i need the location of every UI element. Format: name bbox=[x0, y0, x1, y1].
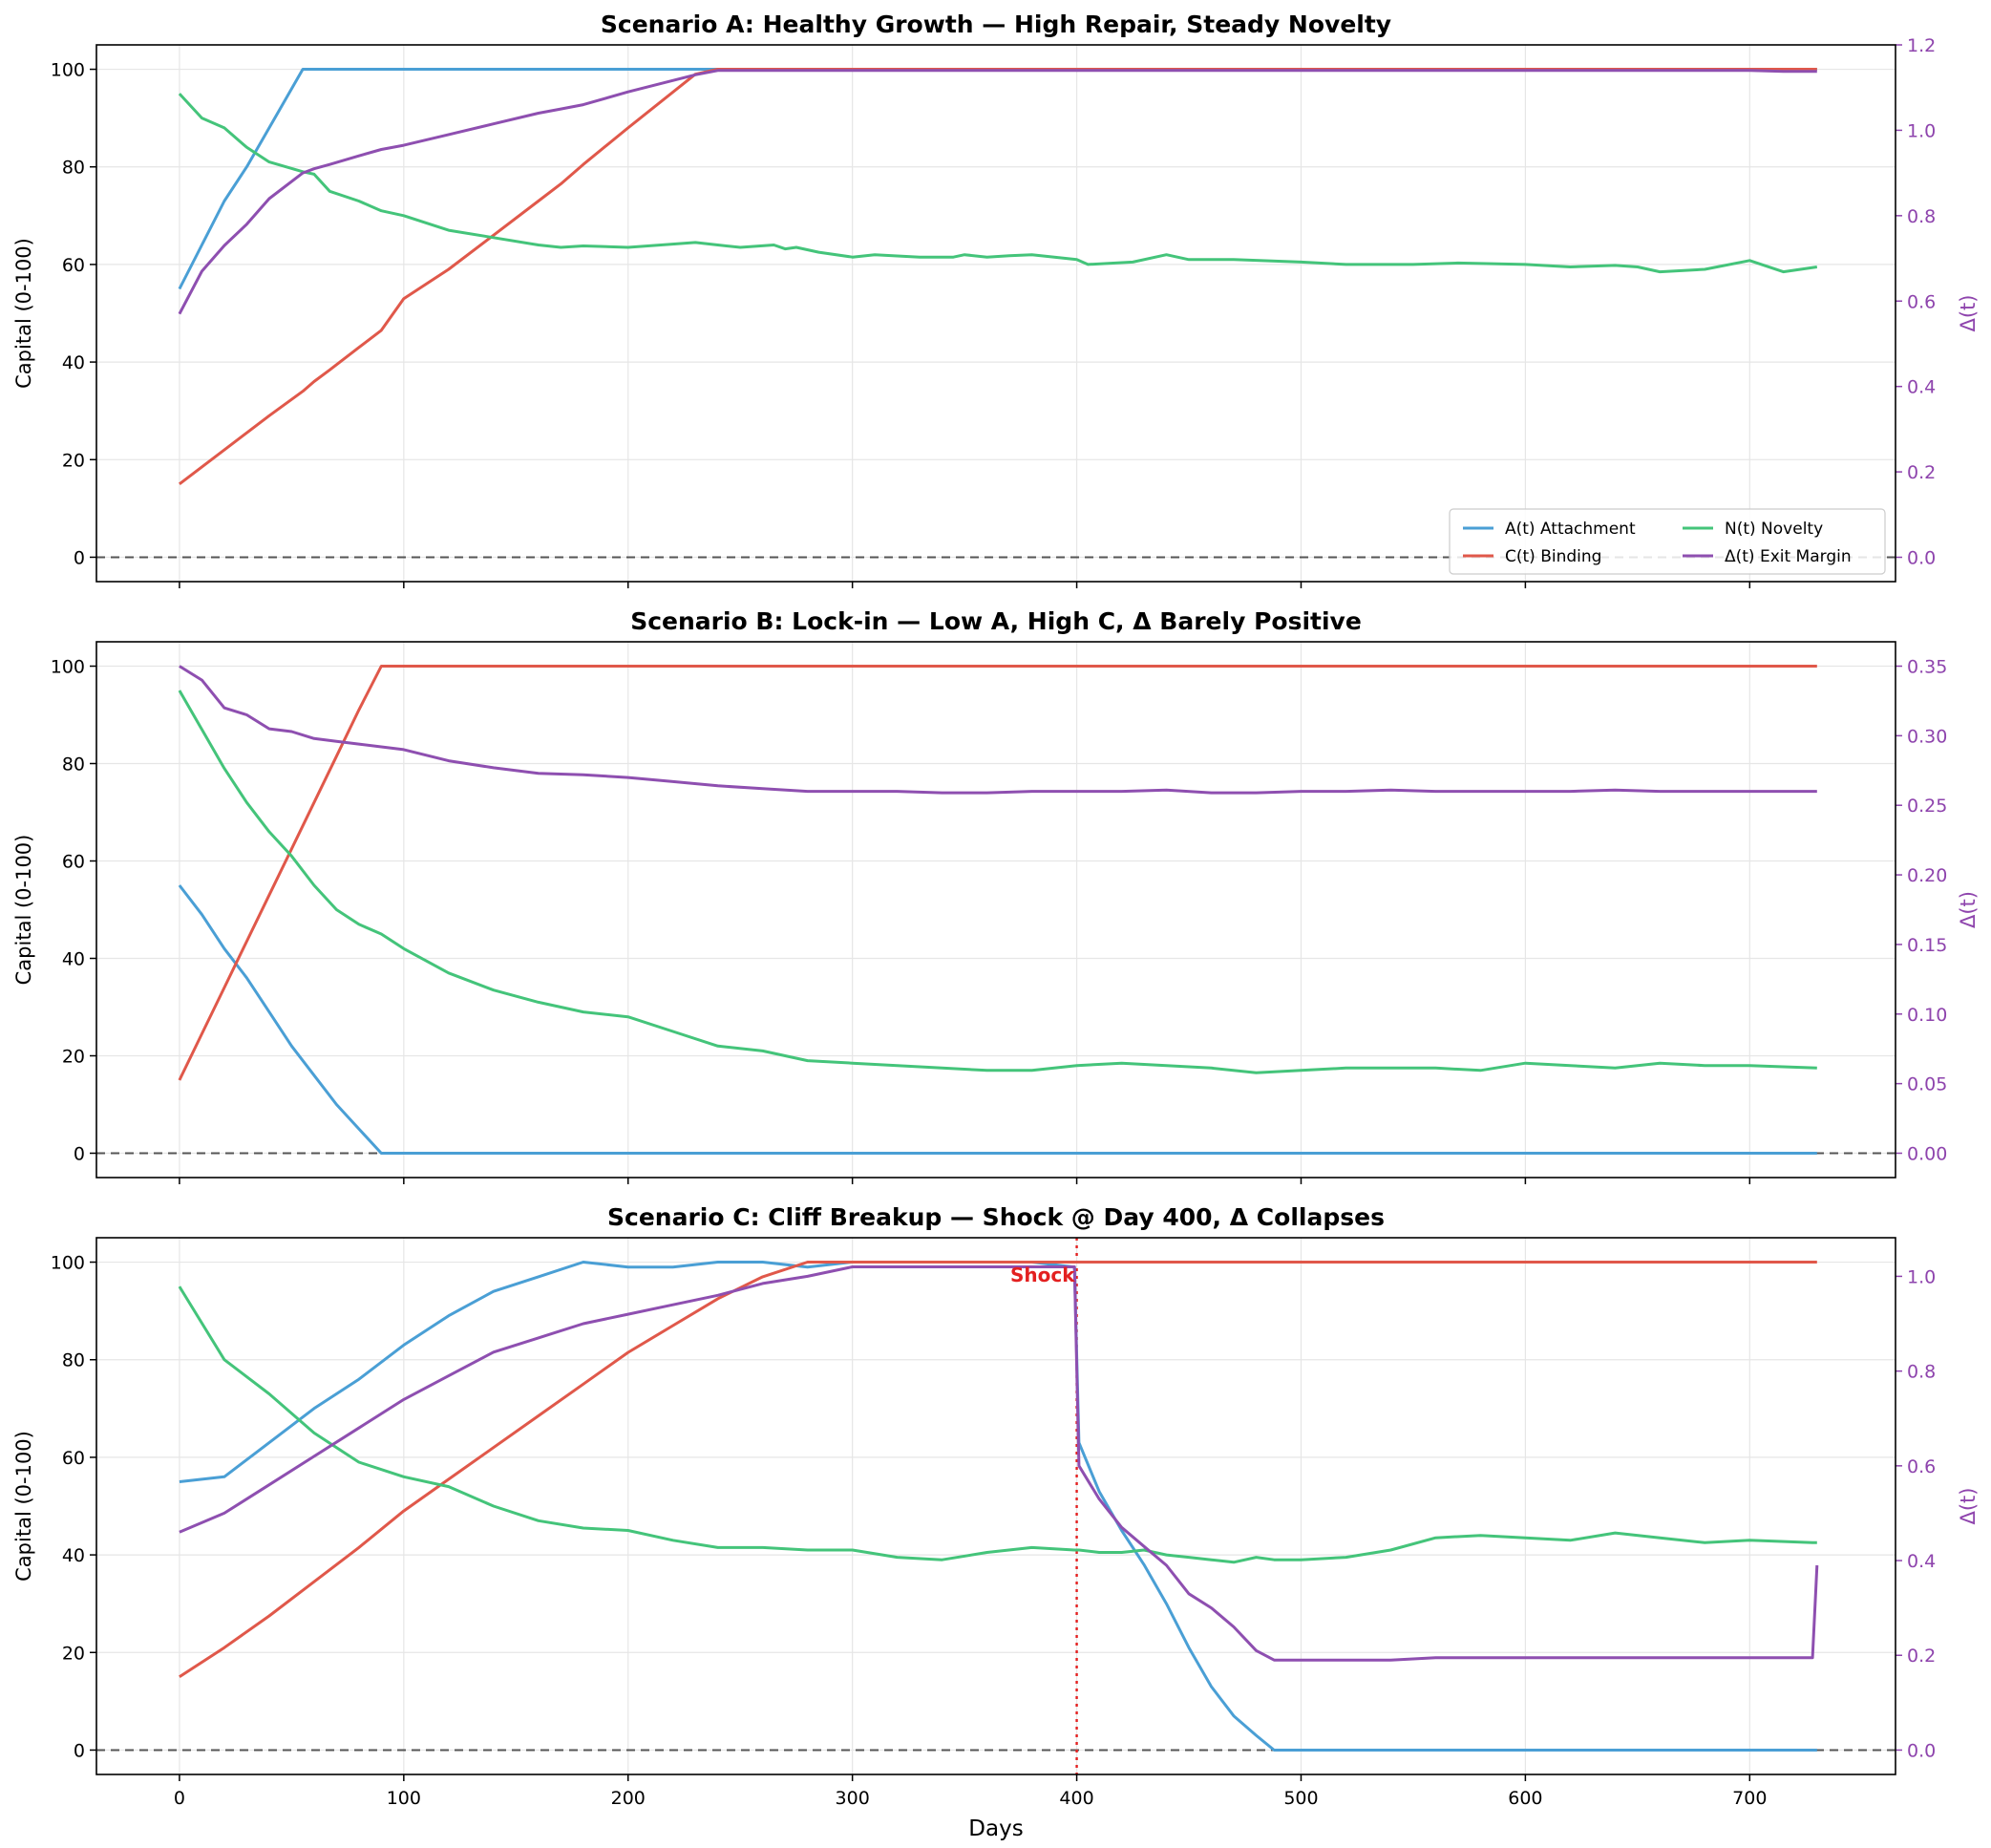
series-c-binding bbox=[178, 68, 1817, 485]
x-tick-label: 100 bbox=[387, 1788, 421, 1809]
right-y-tick-label: 0.6 bbox=[1907, 291, 1936, 312]
grid bbox=[96, 642, 1896, 1178]
y-tick-label: 20 bbox=[62, 450, 85, 471]
grid bbox=[96, 1238, 1896, 1774]
legend-box bbox=[1449, 508, 1886, 575]
series-n-novelty bbox=[178, 93, 1818, 274]
right-y-tick-label: 0.8 bbox=[1907, 206, 1936, 227]
right-y-tick-label: 1.2 bbox=[1907, 35, 1936, 56]
y-tick-label: 20 bbox=[62, 1047, 85, 1068]
left-axis-ticks: 0 20 40 60 80 100 bbox=[51, 657, 96, 1165]
legend: A(t) Attachment C(t) Binding N(t) Novelt… bbox=[1449, 508, 1886, 575]
y-tick-label: 60 bbox=[62, 852, 85, 873]
legend-label-d: Δ(t) Exit Margin bbox=[1725, 547, 1852, 566]
y-tick-label: 100 bbox=[51, 657, 85, 678]
panel-scenario-b: Scenario B: Lock-in — Low A, High C, Δ B… bbox=[12, 607, 1980, 1184]
x-tick-label: 600 bbox=[1508, 1788, 1542, 1809]
left-axis-ticks: 0 20 40 60 80 100 bbox=[51, 1253, 96, 1761]
right-axis-ticks: 0.0 0.2 0.4 0.6 0.8 1.0 bbox=[1896, 1266, 1936, 1761]
right-y-tick-label: 0.10 bbox=[1907, 1005, 1947, 1026]
y-tick-label: 0 bbox=[74, 1144, 85, 1165]
right-y-tick-label: 0.2 bbox=[1907, 462, 1936, 483]
axes-frame bbox=[95, 44, 1896, 583]
legend-label-c: C(t) Binding bbox=[1505, 547, 1601, 566]
right-y-tick-label: 0.05 bbox=[1907, 1074, 1947, 1095]
right-y-tick-label: 1.0 bbox=[1907, 1266, 1936, 1287]
y-tick-label: 80 bbox=[62, 158, 85, 179]
x-tick-label: 200 bbox=[611, 1788, 646, 1809]
right-y-tick-label: 0.20 bbox=[1907, 865, 1947, 886]
right-y-tick-label: 0.00 bbox=[1907, 1144, 1947, 1165]
right-y-axis-label: Δ(t) bbox=[1957, 1488, 1980, 1525]
panel-title: Scenario A: Healthy Growth — High Repair… bbox=[601, 11, 1391, 38]
right-axis-ticks: 0.0 0.2 0.4 0.6 0.8 1.0 1.2 bbox=[1896, 35, 1936, 569]
right-y-tick-label: 0.35 bbox=[1907, 657, 1947, 678]
y-tick-label: 40 bbox=[62, 1545, 85, 1566]
x-tick-label: 500 bbox=[1283, 1788, 1318, 1809]
series-delta-exit-margin bbox=[179, 665, 1817, 795]
x-tick-label: 300 bbox=[836, 1788, 870, 1809]
right-y-tick-label: 0.25 bbox=[1907, 796, 1947, 817]
legend-label-a: A(t) Attachment bbox=[1505, 520, 1636, 539]
x-tick-label: 0 bbox=[174, 1788, 185, 1809]
y-tick-label: 100 bbox=[51, 1253, 85, 1274]
grid bbox=[96, 45, 1896, 582]
right-y-tick-label: 0.6 bbox=[1907, 1456, 1936, 1477]
panel-scenario-a: Scenario A: Healthy Growth — High Repair… bbox=[12, 11, 1980, 588]
right-y-tick-label: 0.4 bbox=[1907, 377, 1936, 398]
legend-label-n: N(t) Novelty bbox=[1725, 520, 1823, 539]
y-tick-label: 40 bbox=[62, 949, 85, 970]
y-tick-label: 60 bbox=[62, 1448, 85, 1469]
y-tick-label: 0 bbox=[74, 1740, 85, 1761]
series-group bbox=[178, 665, 1817, 1155]
panel-title: Scenario C: Cliff Breakup — Shock @ Day … bbox=[607, 1203, 1385, 1231]
y-tick-label: 100 bbox=[51, 60, 85, 81]
right-y-axis-label: Δ(t) bbox=[1957, 295, 1980, 332]
right-y-tick-label: 0.8 bbox=[1907, 1362, 1936, 1383]
right-y-axis-label: Δ(t) bbox=[1957, 891, 1980, 928]
series-n-novelty bbox=[178, 1285, 1817, 1564]
right-y-tick-label: 0.15 bbox=[1907, 935, 1947, 956]
x-axis-ticks: 0 100 200 300 400 500 600 700 bbox=[174, 1774, 1767, 1809]
right-y-tick-label: 0.2 bbox=[1907, 1646, 1936, 1667]
y-tick-label: 80 bbox=[62, 754, 85, 775]
y-axis-label: Capital (0-100) bbox=[12, 238, 35, 389]
series-group bbox=[178, 68, 1818, 485]
series-a-attachment bbox=[179, 1261, 1817, 1752]
x-tick-label: 700 bbox=[1732, 1788, 1767, 1809]
series-delta-exit-margin bbox=[179, 1265, 1819, 1662]
x-tick-label: 400 bbox=[1059, 1788, 1093, 1809]
panel-title: Scenario B: Lock-in — Low A, High C, Δ B… bbox=[630, 607, 1362, 635]
series-c-binding bbox=[178, 665, 1817, 1081]
x-axis-label: Days bbox=[968, 1816, 1023, 1841]
y-tick-label: 40 bbox=[62, 352, 85, 373]
x-axis-ticks bbox=[179, 1178, 1751, 1184]
y-tick-label: 60 bbox=[62, 255, 85, 276]
right-y-tick-label: 0.0 bbox=[1907, 1740, 1936, 1761]
right-axis-ticks: 0.00 0.05 0.10 0.15 0.20 0.25 0.30 0.35 bbox=[1896, 657, 1947, 1165]
y-tick-label: 0 bbox=[74, 547, 85, 568]
series-delta-exit-margin bbox=[178, 69, 1817, 315]
series-c-binding bbox=[179, 1261, 1817, 1679]
y-axis-label: Capital (0-100) bbox=[12, 835, 35, 986]
right-y-tick-label: 1.0 bbox=[1907, 120, 1936, 141]
right-y-tick-label: 0.4 bbox=[1907, 1551, 1936, 1572]
x-axis-ticks bbox=[179, 582, 1751, 588]
y-tick-label: 20 bbox=[62, 1643, 85, 1664]
right-y-tick-label: 0.30 bbox=[1907, 726, 1947, 747]
series-a-attachment bbox=[178, 884, 1817, 1155]
axes-frame bbox=[95, 1237, 1896, 1775]
left-axis-ticks: 0 20 40 60 80 100 bbox=[51, 60, 96, 568]
series-group bbox=[178, 1261, 1819, 1752]
right-y-tick-label: 0.0 bbox=[1907, 548, 1936, 569]
shock-annotation: Shock bbox=[1010, 1264, 1075, 1286]
series-n-novelty bbox=[178, 690, 1817, 1074]
y-axis-label: Capital (0-100) bbox=[12, 1431, 35, 1582]
axes-frame bbox=[95, 641, 1896, 1179]
y-tick-label: 80 bbox=[62, 1350, 85, 1371]
panel-scenario-c: Scenario C: Cliff Breakup — Shock @ Day … bbox=[12, 1203, 1980, 1809]
